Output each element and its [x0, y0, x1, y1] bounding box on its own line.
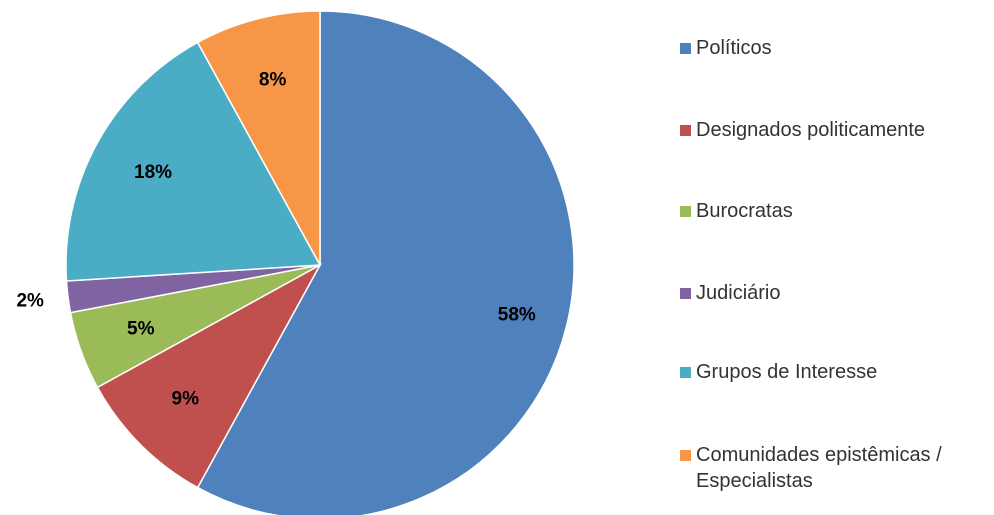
data-label: 58%: [498, 305, 536, 326]
legend-item: Comunidades epistêmicas / Especialistas: [680, 442, 980, 494]
data-label: 2%: [16, 291, 44, 312]
pie-slice: [96, 263, 322, 489]
legend-item: Judiciário: [680, 280, 980, 306]
legend-label: Burocratas: [696, 200, 793, 222]
legend-swatch: [680, 43, 691, 54]
data-label: 9%: [172, 389, 200, 410]
legend-swatch: [680, 450, 691, 461]
pie-area: 58% 9% 5% 2% 18% 8%: [16, 10, 575, 515]
legend-label: Comunidades epistêmicas / Especialistas: [696, 444, 942, 492]
data-label: 5%: [127, 319, 155, 340]
legend-label: Judiciário: [696, 282, 781, 304]
legend-item: Grupos de Interesse: [680, 359, 980, 385]
pie-slice: [196, 10, 321, 266]
legend-item: Designados politicamente: [680, 117, 980, 143]
legend-item: Políticos: [680, 35, 980, 61]
legend-swatch: [680, 367, 691, 378]
legend-label: Grupos de Interesse: [696, 361, 878, 383]
legend-swatch: [680, 288, 691, 299]
data-label: 8%: [259, 70, 287, 91]
data-label: 18%: [134, 162, 172, 183]
legend-label: Designados politicamente: [696, 119, 926, 141]
legend-swatch: [680, 206, 691, 217]
legend-swatch: [680, 125, 691, 136]
pie-slice: [65, 41, 322, 282]
legend-label: Políticos: [696, 37, 772, 59]
pie-slice: [196, 10, 575, 515]
legend-item: Burocratas: [680, 198, 980, 224]
